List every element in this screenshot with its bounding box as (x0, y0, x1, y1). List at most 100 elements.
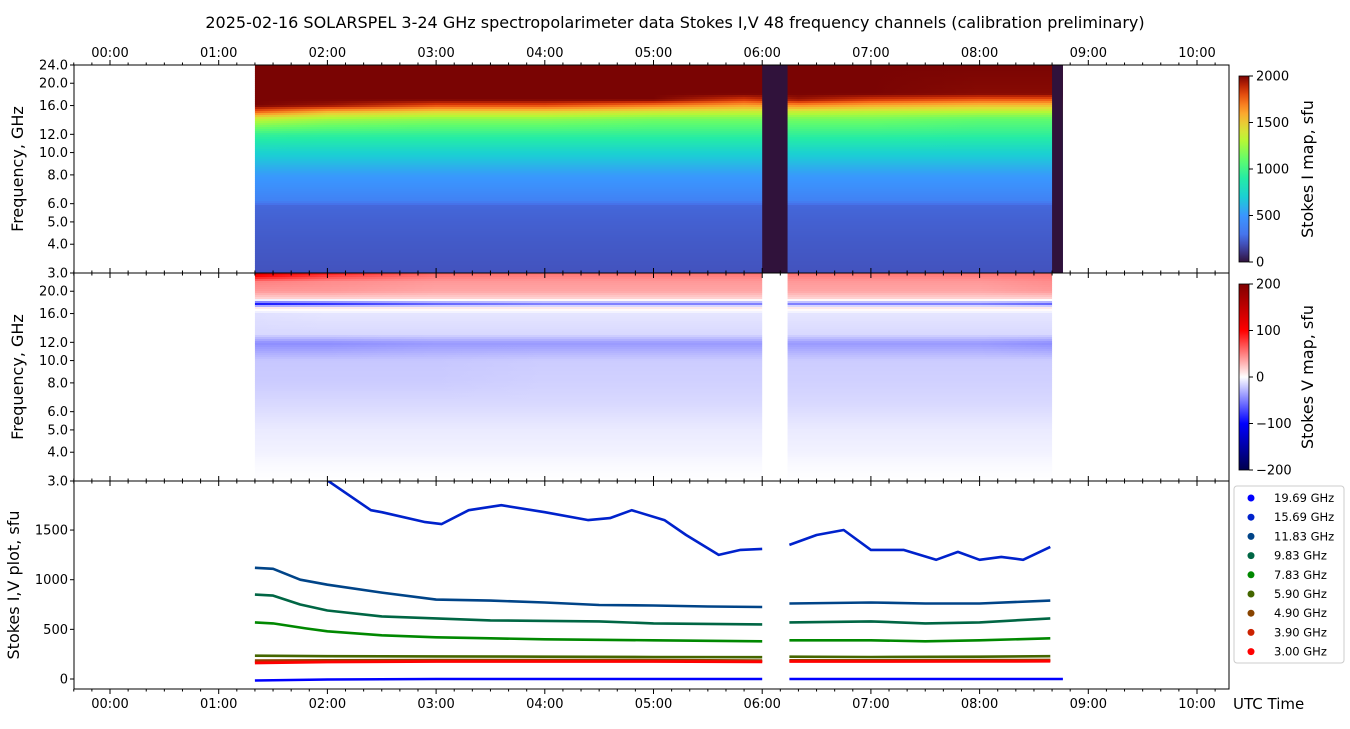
legend-marker (1248, 610, 1255, 617)
legend-marker (1248, 648, 1255, 655)
x-tick-label-top: 03:00 (417, 46, 454, 61)
y-tick-label: 4.0 (47, 238, 68, 253)
colorbar-tick-label: 200 (1256, 278, 1281, 293)
stokes-v-map (255, 273, 1052, 482)
stokes-i-map (255, 65, 1063, 274)
legend-label: 7.83 GHz (1274, 568, 1327, 582)
x-tick-label-top: 01:00 (200, 46, 237, 61)
x-tick-label-bottom: 10:00 (1178, 697, 1215, 712)
y-tick-label: 10.0 (39, 354, 68, 369)
legend-marker (1248, 552, 1255, 559)
series-11-83-GHz (255, 568, 1050, 607)
legend-marker (1248, 514, 1255, 521)
x-tick-label-bottom: 04:00 (526, 697, 563, 712)
x-tick-label-top: 04:00 (526, 46, 563, 61)
series-line (789, 638, 1050, 641)
legend-marker (1248, 495, 1255, 502)
x-tick-label-bottom: 02:00 (309, 697, 346, 712)
series-unnamed (255, 679, 1063, 681)
series-line (789, 601, 1050, 604)
series-3-00-GHz (255, 661, 1050, 663)
legend-label: 11.83 GHz (1274, 529, 1334, 543)
y-axis-label: Frequency, GHz (8, 106, 27, 232)
y-tick-label: 10.0 (39, 146, 68, 161)
series-line (255, 622, 762, 641)
x-tick-label-bottom: 07:00 (852, 697, 889, 712)
legend-label: 4.90 GHz (1274, 606, 1327, 620)
y-tick-label: 12.0 (39, 128, 68, 143)
x-tick-label-bottom: 06:00 (743, 697, 780, 712)
x-tick-label-top: 05:00 (635, 46, 672, 61)
series-line (255, 656, 762, 658)
series-line (255, 568, 762, 607)
x-axis-label: UTC Time (1233, 695, 1304, 713)
legend-label: 3.00 GHz (1274, 645, 1327, 659)
y-tick-label: 20.0 (39, 77, 68, 92)
x-tick-label-top: 06:00 (743, 46, 780, 61)
x-tick-label-bottom: 05:00 (635, 697, 672, 712)
legend-label: 15.69 GHz (1274, 510, 1334, 524)
data-gap (762, 273, 787, 481)
x-tick-label-bottom: 00:00 (91, 697, 128, 712)
series-line (255, 662, 762, 664)
x-tick-label-bottom: 09:00 (1070, 697, 1107, 712)
y-tick-label: 20.0 (39, 285, 68, 300)
colorbar-0 (1239, 76, 1249, 262)
colorbar-tick-label: 0 (1256, 371, 1264, 386)
x-tick-label-bottom: 01:00 (200, 697, 237, 712)
legend-marker (1248, 533, 1255, 540)
x-tick-label-bottom: 03:00 (417, 697, 454, 712)
y-tick-label: 6.0 (47, 197, 68, 212)
y-tick-label: 3.0 (47, 475, 68, 490)
y-tick-label: 16.0 (39, 99, 68, 114)
y-tick-label: 16.0 (39, 307, 68, 322)
y-tick-label: 0 (60, 673, 68, 688)
y-tick-label: 500 (43, 623, 68, 638)
x-tick-label-top: 00:00 (91, 46, 128, 61)
y-axis-label: Stokes I,V plot, sfu (4, 511, 23, 660)
y-tick-label: 8.0 (47, 168, 68, 183)
series-line (255, 679, 762, 681)
legend-marker (1248, 629, 1255, 636)
y-tick-label: 1000 (35, 573, 68, 588)
series-7-83-GHz (255, 622, 1050, 641)
y-tick-label: 5.0 (47, 215, 68, 230)
y-axis-label: Frequency, GHz (8, 314, 27, 440)
y-tick-label: 5.0 (47, 423, 68, 438)
legend-marker (1248, 571, 1255, 578)
legend-marker (1248, 591, 1255, 598)
series-line (789, 656, 1050, 657)
y-tick-label: 24.0 (39, 59, 68, 74)
y-tick-label: 3.0 (47, 267, 68, 282)
x-tick-label-top: 08:00 (961, 46, 998, 61)
data-gap (1052, 65, 1063, 273)
series-9-83-GHz (255, 595, 1050, 625)
colorbar-tick-label: 0 (1256, 256, 1264, 271)
colorbar-tick-label: 100 (1256, 324, 1281, 339)
figure-title: 2025-02-16 SOLARSPEL 3-24 GHz spectropol… (205, 13, 1144, 32)
x-tick-label-top: 10:00 (1178, 46, 1215, 61)
legend-label: 3.90 GHz (1274, 625, 1327, 639)
colorbar-label: Stokes V map, sfu (1298, 305, 1317, 449)
data-gap (762, 65, 787, 273)
y-tick-label: 12.0 (39, 336, 68, 351)
legend-label: 9.83 GHz (1274, 549, 1327, 563)
x-tick-label-top: 07:00 (852, 46, 889, 61)
colorbar-1 (1239, 284, 1249, 470)
series-line (255, 595, 762, 625)
series-5-90-GHz (255, 656, 1050, 658)
x-tick-label-top: 09:00 (1070, 46, 1107, 61)
y-tick-label: 4.0 (47, 446, 68, 461)
stokes-iv-plot (255, 466, 1063, 681)
x-tick-label-bottom: 08:00 (961, 697, 998, 712)
colorbar-tick-label: 2000 (1256, 70, 1289, 85)
y-tick-label: 1500 (35, 524, 68, 539)
series-line (789, 530, 1050, 560)
y-tick-label: 6.0 (47, 405, 68, 420)
colorbar-tick-label: −100 (1256, 417, 1292, 432)
colorbar-tick-label: 1000 (1256, 163, 1289, 178)
colorbar-tick-label: 1500 (1256, 116, 1289, 131)
legend-label: 5.90 GHz (1274, 587, 1327, 601)
